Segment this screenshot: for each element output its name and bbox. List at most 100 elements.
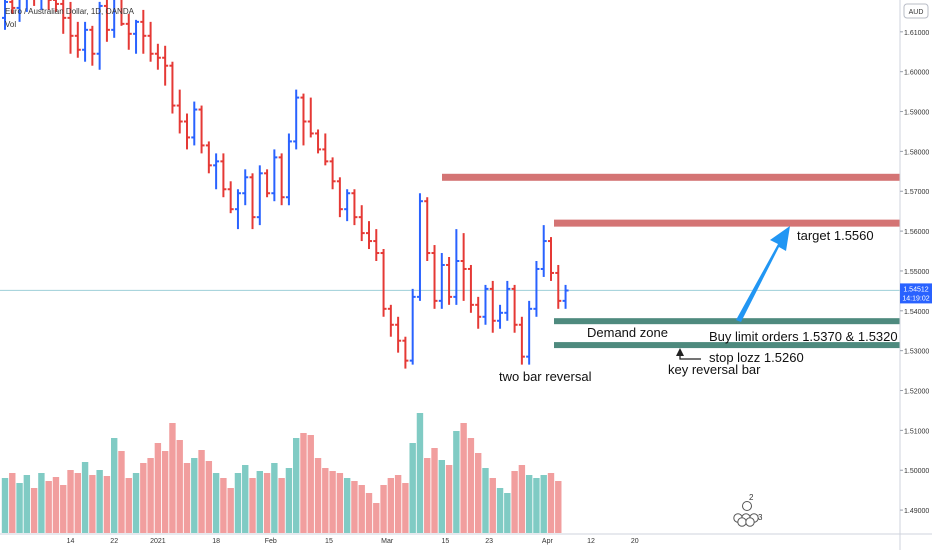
ohlc-bar[interactable]	[453, 229, 460, 305]
volume-bar	[525, 475, 533, 533]
event-badges[interactable]: 2 3	[733, 493, 763, 527]
ohlc-bar[interactable]	[322, 133, 329, 166]
ohlc-bar[interactable]	[358, 205, 365, 242]
ohlc-bar[interactable]	[460, 233, 467, 301]
ohlc-bar[interactable]	[526, 300, 533, 365]
demand-zone-lower-line[interactable]	[554, 342, 900, 349]
ohlc-bar[interactable]	[24, 0, 30, 12]
ohlc-bar[interactable]	[482, 284, 489, 325]
event-marker-icon[interactable]	[742, 501, 752, 511]
ohlc-bar[interactable]	[438, 253, 445, 309]
target-arrow[interactable]	[736, 226, 790, 322]
ohlc-bar[interactable]	[162, 45, 169, 86]
ohlc-bar[interactable]	[213, 153, 220, 190]
ohlc-bar[interactable]	[351, 189, 358, 226]
ohlc-bar[interactable]	[147, 21, 154, 62]
event-badge-top-count: 2	[749, 493, 754, 502]
ohlc-bar[interactable]	[198, 105, 205, 154]
ohlc-bar[interactable]	[67, 1, 74, 54]
ohlc-bar[interactable]	[16, 0, 23, 22]
volume-bar	[89, 475, 96, 533]
ohlc-bar[interactable]	[562, 284, 569, 309]
ohlc-bar[interactable]	[169, 61, 176, 114]
ohlc-bar[interactable]	[38, 0, 44, 10]
ohlc-bar[interactable]	[497, 304, 504, 329]
ohlc-bar[interactable]	[96, 1, 103, 70]
volume-bar	[140, 463, 147, 533]
ohlc-bar[interactable]	[103, 0, 110, 42]
ohlc-bar[interactable]	[395, 316, 402, 353]
ohlc-bar[interactable]	[446, 257, 453, 305]
ohlc-bar[interactable]	[533, 260, 540, 317]
ohlc-bar[interactable]	[52, 0, 59, 12]
ohlc-bar[interactable]	[416, 193, 423, 301]
ohlc-bar[interactable]	[89, 25, 96, 66]
ohlc-bar[interactable]	[409, 288, 416, 365]
ohlc-bar[interactable]	[336, 177, 343, 218]
currency-badge[interactable]	[903, 3, 929, 19]
volume-bar	[533, 478, 540, 533]
ohlc-bar[interactable]	[74, 21, 81, 58]
volume-bar	[1, 478, 9, 533]
event-marker-icon[interactable]	[745, 517, 755, 527]
ohlc-bar[interactable]	[133, 19, 140, 54]
ohlc-bar[interactable]	[285, 133, 292, 206]
ohlc-bar[interactable]	[234, 189, 241, 230]
ohlc-bar[interactable]	[154, 43, 161, 70]
ohlc-bar[interactable]	[60, 0, 67, 34]
ohlc-bar[interactable]	[315, 129, 322, 154]
ohlc-bar[interactable]	[300, 93, 307, 146]
volume-bar	[23, 475, 31, 533]
ohlc-bar[interactable]	[402, 336, 409, 369]
resistance-line-upper[interactable]	[442, 173, 900, 181]
ohlc-bar[interactable]	[220, 153, 227, 198]
ohlc-bar[interactable]	[540, 225, 547, 277]
ohlc-bar[interactable]	[46, 0, 52, 10]
ohlc-bar[interactable]	[264, 169, 271, 198]
ohlc-bar[interactable]	[518, 316, 525, 365]
ohlc-bar[interactable]	[475, 296, 482, 329]
ohlc-bar[interactable]	[249, 173, 256, 230]
volume-bar	[161, 451, 169, 533]
ohlc-bar[interactable]	[380, 249, 387, 317]
demand-zone-upper-line[interactable]	[554, 318, 900, 325]
ohlc-bar[interactable]	[431, 245, 438, 309]
ohlc-bar[interactable]	[293, 89, 300, 150]
ohlc-bar[interactable]	[329, 157, 336, 190]
ohlc-bar[interactable]	[242, 169, 249, 206]
ohlc-bar[interactable]	[278, 153, 285, 206]
ohlc-bar[interactable]	[176, 89, 183, 134]
ohlc-bar[interactable]	[424, 197, 431, 261]
ohlc-bar[interactable]	[191, 101, 198, 146]
ohlc-bar[interactable]	[555, 264, 562, 309]
ohlc-bar[interactable]	[140, 9, 147, 54]
volume-bar	[169, 423, 176, 533]
ohlc-bar[interactable]	[271, 149, 278, 202]
ohlc-bar[interactable]	[2, 0, 8, 30]
ohlc-bar[interactable]	[373, 229, 380, 261]
ohlc-bar[interactable]	[511, 284, 518, 333]
ohlc-bar[interactable]	[31, 0, 37, 6]
ohlc-bar[interactable]	[9, 0, 16, 14]
ohlc-bar[interactable]	[184, 113, 190, 150]
ohlc-bar[interactable]	[548, 237, 554, 281]
ohlc-bar[interactable]	[387, 304, 394, 337]
ohlc-bar[interactable]	[344, 189, 351, 222]
ohlc-bar[interactable]	[82, 21, 89, 62]
ohlc-bar[interactable]	[366, 221, 372, 250]
price-axis[interactable]	[900, 0, 932, 550]
ohlc-bar[interactable]	[111, 0, 117, 38]
ohlc-bar[interactable]	[467, 264, 474, 313]
ohlc-bar[interactable]	[125, 13, 132, 50]
ohlc-bar[interactable]	[307, 97, 314, 138]
ohlc-bar[interactable]	[489, 280, 496, 333]
event-marker-icon[interactable]	[737, 517, 747, 527]
ohlc-bar[interactable]	[256, 165, 263, 226]
ohlc-bar[interactable]	[118, 0, 125, 26]
ohlc-bar[interactable]	[504, 280, 511, 321]
resistance-line-lower[interactable]	[554, 219, 900, 227]
ohlc-bar[interactable]	[227, 181, 234, 214]
demand-zone-label: Demand zone	[587, 325, 668, 340]
ohlc-bar[interactable]	[205, 141, 212, 174]
